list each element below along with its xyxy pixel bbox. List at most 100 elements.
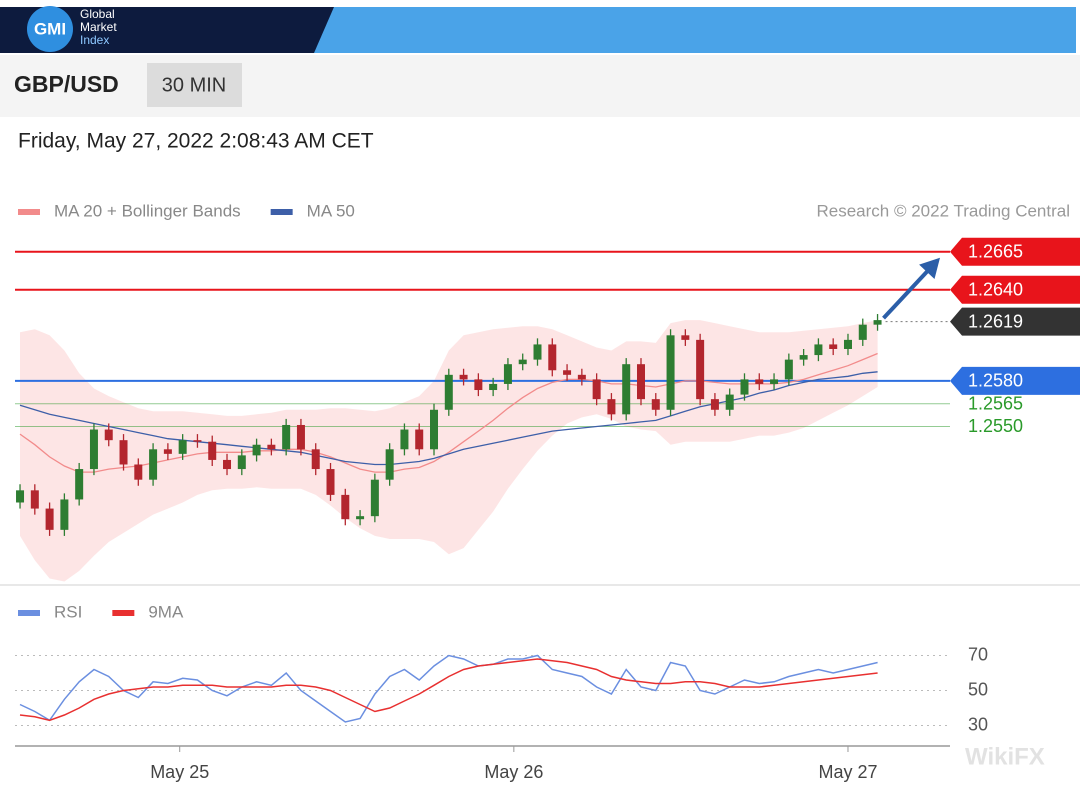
legend-swatch — [18, 209, 40, 215]
header-brand-panel — [0, 7, 334, 53]
candle-body — [459, 374, 468, 380]
candle-body — [829, 344, 838, 349]
brand-line: Index — [80, 33, 109, 47]
level-box — [950, 275, 1080, 304]
candle-body — [430, 409, 439, 450]
watermark: WikiFX — [965, 743, 1045, 770]
level-label: 1.2665 — [968, 241, 1023, 261]
rsi-line — [19, 658, 878, 722]
legend-swatch — [18, 610, 40, 616]
candle-body — [223, 459, 232, 470]
candle-body — [548, 344, 557, 371]
candle-body — [607, 399, 616, 415]
candle-body — [784, 359, 793, 380]
candle-body — [45, 508, 54, 530]
candle-body — [267, 444, 276, 450]
candle-body — [725, 394, 734, 410]
rsi-line — [19, 654, 878, 723]
candle-body — [149, 449, 158, 480]
candle-body — [577, 374, 586, 380]
candle-body — [60, 499, 69, 530]
candle-body — [799, 355, 808, 360]
candle-body — [681, 335, 690, 340]
candle-body — [636, 364, 645, 400]
symbol: GBP/USD — [14, 71, 119, 97]
candle-body — [326, 469, 335, 495]
target-arrowhead — [919, 257, 940, 279]
candle-body — [503, 364, 512, 384]
candle-body — [622, 364, 631, 415]
candle-body — [208, 441, 217, 460]
candle-body — [518, 359, 527, 365]
candle-body — [282, 424, 291, 450]
candle-body — [814, 344, 823, 356]
candle-body — [163, 449, 172, 454]
candle-body — [252, 444, 261, 456]
brand-line: Market — [80, 20, 117, 34]
candle-body — [696, 339, 705, 400]
candle-body — [563, 370, 572, 375]
timeframe-box[interactable] — [147, 63, 242, 107]
level-label: 1.2550 — [968, 416, 1023, 436]
candle-body — [858, 324, 867, 340]
candle-body — [134, 464, 143, 480]
candle-body — [770, 379, 779, 384]
level-box — [950, 366, 1080, 395]
y-tick-label: 30 — [968, 714, 988, 734]
candle-body — [710, 399, 719, 410]
y-tick-label: 50 — [968, 679, 988, 699]
level-box — [950, 307, 1080, 336]
credit: Research © 2022 Trading Central — [817, 201, 1071, 220]
candle-body — [755, 379, 764, 384]
candle-body — [592, 379, 601, 400]
candle-body — [370, 479, 379, 517]
candle-body — [296, 424, 305, 450]
candle-body — [311, 449, 320, 470]
candle-body — [400, 429, 409, 450]
legend-swatch — [112, 610, 135, 616]
ma-line — [19, 352, 878, 473]
legend-label: MA 50 — [307, 201, 355, 220]
candle-body — [237, 455, 246, 470]
x-tick-label: May 25 — [150, 762, 209, 782]
candle-body — [651, 399, 660, 410]
candle-body — [356, 516, 365, 520]
candle-body — [843, 339, 852, 349]
timestamp: Friday, May 27, 2022 2:08:43 AM CET — [18, 130, 374, 153]
candle-body — [740, 379, 749, 395]
legend-label: RSI — [54, 602, 82, 621]
ma-line — [19, 371, 878, 466]
logo-circle — [27, 6, 73, 52]
candle-body — [385, 449, 394, 480]
candle-body — [119, 440, 128, 465]
candle-body — [474, 379, 483, 391]
logo-text: GMI — [34, 19, 66, 38]
level-label: 1.2580 — [968, 371, 1023, 391]
x-tick-label: May 27 — [818, 762, 877, 782]
candle-body — [89, 429, 98, 470]
level-label: 1.2619 — [968, 311, 1023, 331]
candle-body — [75, 469, 84, 500]
candle-body — [193, 440, 202, 442]
candle-body — [533, 344, 542, 360]
candle-body — [104, 429, 113, 441]
candle-body — [178, 440, 187, 454]
level-box — [950, 237, 1080, 266]
y-tick-label: 70 — [968, 644, 988, 664]
level-label: 1.2640 — [968, 279, 1023, 299]
legend-swatch — [270, 209, 293, 215]
brand-line: Global — [80, 7, 115, 21]
candle-body — [666, 335, 675, 410]
x-tick-label: May 26 — [484, 762, 543, 782]
candle-body — [873, 320, 882, 325]
timeframe[interactable]: 30 MIN — [162, 74, 226, 96]
legend-label: 9MA — [148, 602, 184, 621]
candle-body — [415, 429, 424, 450]
candle-body — [489, 383, 498, 391]
candle-body — [16, 490, 25, 503]
level-label: 1.2565 — [968, 393, 1023, 413]
legend-label: MA 20 + Bollinger Bands — [54, 201, 241, 220]
target-arrow — [882, 263, 935, 320]
candle-body — [444, 374, 453, 410]
